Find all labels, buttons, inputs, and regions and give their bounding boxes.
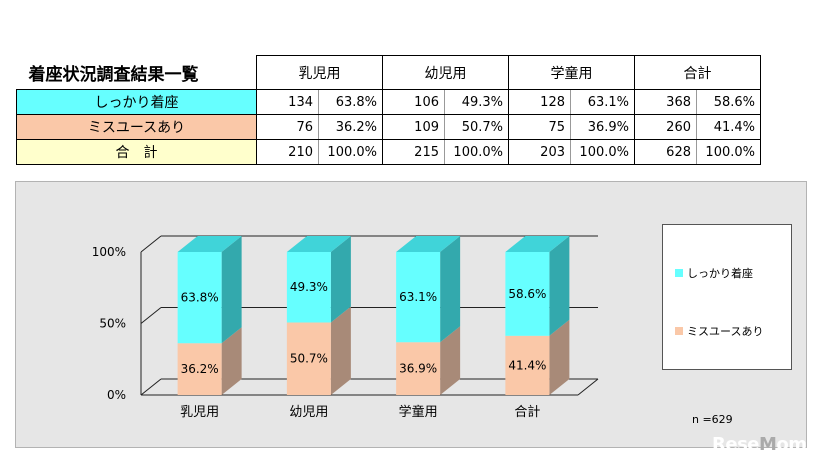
bar-side-secure — [549, 236, 570, 336]
cell-percent: 100.0% — [318, 139, 383, 165]
bar-misuse — [177, 343, 222, 395]
summary-table: 着座状況調査結果一覧 乳児用 幼児用 学童用 合計 しっかり着座 134 63.… — [16, 55, 761, 165]
y-tick-label: 100% — [92, 245, 126, 259]
table-row-secure: しっかり着座 134 63.8% 106 49.3% 128 63.1% 368… — [16, 89, 761, 115]
bar-misuse — [396, 342, 441, 395]
cell-count: 203 — [508, 139, 571, 165]
bar-secure — [505, 252, 550, 336]
row-label-misuse: ミスユースあり — [16, 114, 257, 140]
col-header-schoolchild: 学童用 — [508, 55, 635, 90]
col-header-total: 合計 — [634, 55, 761, 90]
data-label: 36.2% — [181, 362, 219, 376]
table-row-misuse: ミスユースあり 76 36.2% 109 50.7% 75 36.9% 260 … — [16, 114, 761, 140]
cell-percent: 63.1% — [570, 89, 635, 115]
cell-count: 76 — [256, 114, 319, 140]
data-label: 63.8% — [181, 291, 219, 305]
cell-count: 260 — [634, 114, 697, 140]
data-label: 41.4% — [508, 358, 546, 372]
bar-side-misuse — [440, 326, 461, 395]
col-header-infant: 乳児用 — [256, 55, 383, 90]
row-label-secure: しっかり着座 — [16, 89, 257, 115]
bar-top-cap — [286, 236, 351, 252]
legend-swatch-misuse — [675, 327, 683, 335]
legend-label-misuse: ミスユースあり — [687, 325, 764, 338]
stacked-bar-chart: 0% 50% 100% 36.2% 63.8% 乳児用 50.7% 49.3% 幼児用 36.9%… — [92, 235, 599, 420]
x-tick-label: 学童用 — [399, 404, 438, 420]
data-label: 63.1% — [399, 290, 437, 304]
legend-swatch-secure — [675, 269, 683, 277]
legend-label-secure: しっかり着座 — [687, 267, 753, 280]
bar-side-secure — [221, 236, 242, 344]
cell-count: 106 — [382, 89, 445, 115]
table-row-total: 合 計 210 100.0% 215 100.0% 203 100.0% 628… — [16, 139, 761, 165]
col-header-toddler: 幼児用 — [382, 55, 509, 90]
bar-top-cap — [177, 236, 242, 252]
row-label-total: 合 計 — [16, 139, 257, 165]
data-label: 58.6% — [508, 287, 546, 301]
data-label: 49.3% — [290, 280, 328, 294]
bar-secure — [177, 252, 222, 344]
cell-percent: 36.9% — [570, 114, 635, 140]
cell-count: 134 — [256, 89, 319, 115]
chart-legend: しっかり着座 ミスユースあり — [662, 224, 792, 370]
bar-side-misuse — [549, 319, 570, 395]
sample-size-note: n =629 — [692, 413, 733, 426]
bar-secure — [286, 252, 331, 323]
bar-top-cap — [505, 236, 570, 252]
cell-count: 628 — [634, 139, 697, 165]
floor-right-edge — [577, 378, 599, 396]
x-tick-label: 合計 — [514, 404, 540, 420]
cell-percent: 100.0% — [444, 139, 509, 165]
cell-count: 128 — [508, 89, 571, 115]
bar-side-misuse — [330, 306, 351, 395]
x-tick-label: 幼児用 — [289, 405, 328, 420]
y-tick-label: 0% — [107, 388, 126, 402]
cell-percent: 41.4% — [696, 114, 761, 140]
resemom-logo: ReseMom — [712, 434, 807, 455]
legend-item-secure: しっかり着座 — [675, 265, 753, 281]
depth-line — [140, 235, 162, 253]
cell-percent: 100.0% — [696, 139, 761, 165]
bar-side-misuse — [221, 327, 242, 395]
legend-item-misuse: ミスユースあり — [675, 323, 763, 339]
table-title: 着座状況調査結果一覧 — [28, 64, 199, 85]
chart-panel: 0% 50% 100% 36.2% 63.8% 乳児用 50.7% 49.3% 幼児用 36.9%… — [15, 181, 807, 448]
bar-side-secure — [330, 236, 351, 323]
data-label: 36.9% — [399, 362, 437, 376]
cell-count: 75 — [508, 114, 571, 140]
y-tick-label: 50% — [99, 317, 126, 331]
cell-percent: 36.2% — [318, 114, 383, 140]
depth-line — [140, 378, 162, 396]
bar-secure — [396, 252, 441, 343]
cell-count: 215 — [382, 139, 445, 165]
x-tick-label: 乳児用 — [180, 405, 219, 420]
bar-top-cap — [396, 236, 461, 252]
cell-count: 368 — [634, 89, 697, 115]
cell-percent: 49.3% — [444, 89, 509, 115]
data-label: 50.7% — [290, 352, 328, 366]
bar-misuse — [286, 322, 331, 395]
depth-line — [140, 307, 162, 324]
bar-misuse — [505, 335, 550, 395]
cell-count: 210 — [256, 139, 319, 165]
cell-percent: 58.6% — [696, 89, 761, 115]
cell-percent: 63.8% — [318, 89, 383, 115]
cell-count: 109 — [382, 114, 445, 140]
cell-percent: 50.7% — [444, 114, 509, 140]
bar-side-secure — [440, 236, 461, 343]
cell-percent: 100.0% — [570, 139, 635, 165]
